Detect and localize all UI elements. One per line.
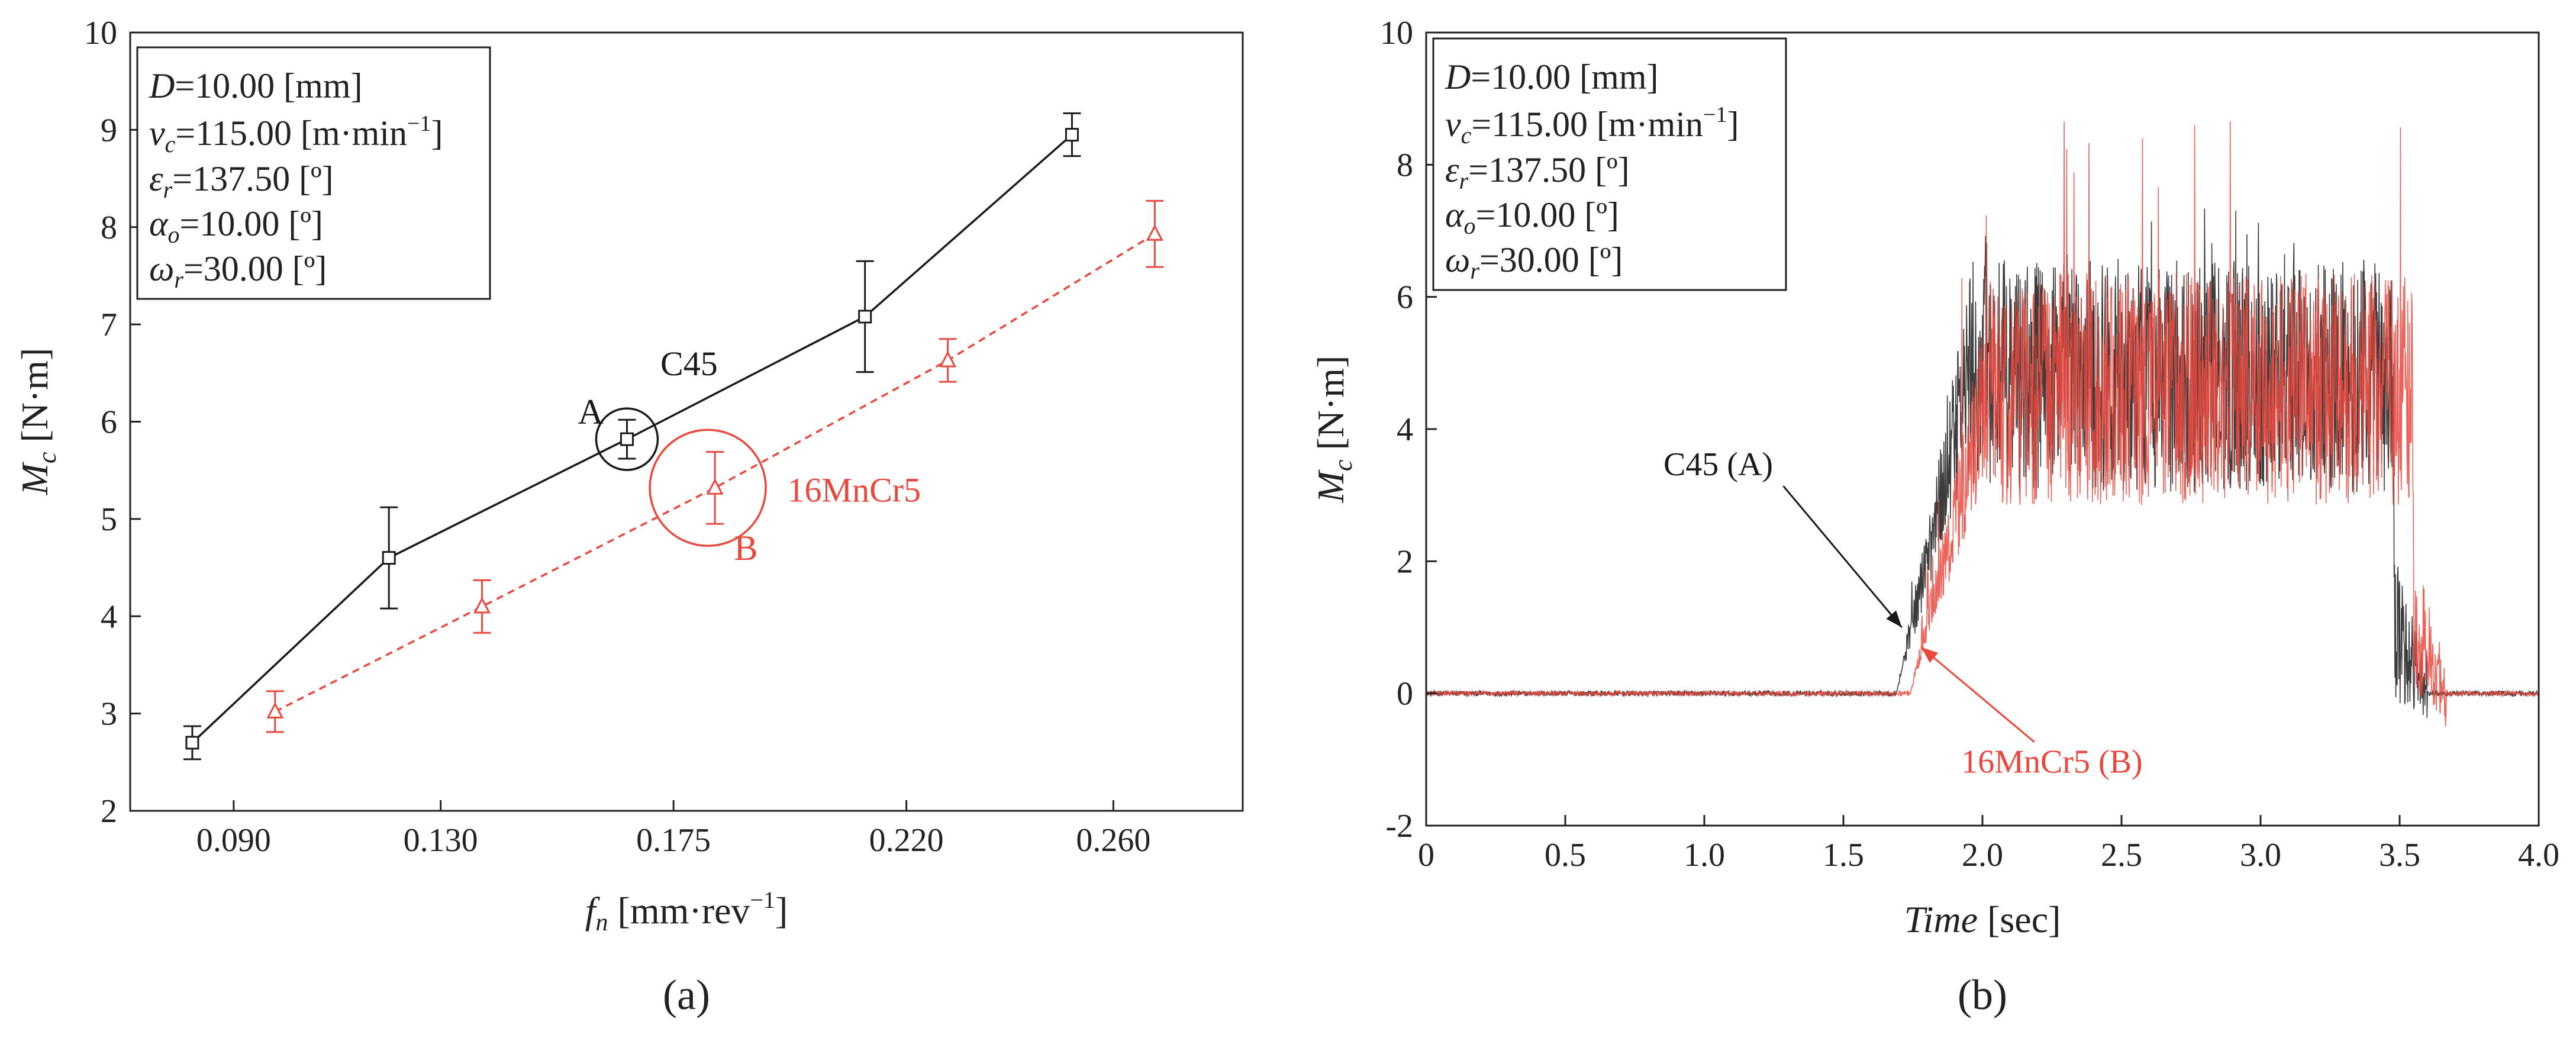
annotation-b: B <box>734 529 758 568</box>
y-tick-a-label: 5 <box>101 501 117 538</box>
x-tick-a-label: 0.130 <box>404 822 478 859</box>
data-point-16mncr5 <box>1146 224 1163 241</box>
chart-a-info-lines: D=10.00 [mm] vc=115.00 [m·min−1] εr=137.… <box>149 66 443 293</box>
chart-a-ylabel: Mc [N·m] <box>14 348 62 496</box>
info-b-line-4: ωr=30.00 [º] <box>1445 240 1623 284</box>
y-tick-a-label: 4 <box>101 598 117 635</box>
y-tick-b-label: 6 <box>1397 279 1413 316</box>
y-tick-a-label: 2 <box>101 793 117 830</box>
chart-a-marks <box>183 112 1164 761</box>
data-point-c45 <box>858 310 872 324</box>
data-point-c45 <box>620 432 634 446</box>
highlight-circle-a <box>595 407 659 471</box>
y-tick-b-label: 0 <box>1397 676 1413 713</box>
x-tick-b-label: 1.0 <box>1684 837 1725 874</box>
info-b-line-0: D=10.00 [mm] <box>1445 57 1658 96</box>
data-point-c45 <box>382 551 396 565</box>
highlight-circle-b <box>649 428 767 547</box>
y-tick-a-label: 7 <box>101 307 117 343</box>
x-tick-b-label: 4.0 <box>2518 837 2559 874</box>
y-tick-a-label: 8 <box>101 210 117 246</box>
x-tick-a-label: 0.090 <box>196 822 271 859</box>
chart-b-marks <box>1426 121 2539 743</box>
chart-a-info-box <box>136 46 491 300</box>
x-tick-b-label: 3.5 <box>2379 837 2420 874</box>
data-point-16mncr5 <box>473 597 491 614</box>
x-tick-b-label: 1.5 <box>1823 837 1864 874</box>
series-16mncr5-line <box>275 233 1156 713</box>
annotation-arrow-line <box>1920 646 2035 743</box>
chart-b-info-lines: D=10.00 [mm] vc=115.00 [m·min−1] εr=137.… <box>1445 57 1739 284</box>
chart-a-xlabel: fn [mm·rev−1] <box>585 887 788 936</box>
x-tick-b-label: 0 <box>1418 837 1434 874</box>
data-point-c45 <box>185 736 199 750</box>
chart-a-annotations: A C45 16MnCr5 B <box>578 344 921 568</box>
x-tick-a-label: 0.175 <box>636 822 711 859</box>
annotation-16mncr5-b: 16MnCr5 (B) <box>1961 744 2142 781</box>
x-tick-b-label: 0.5 <box>1545 837 1586 874</box>
chart-a: 0.090 0.130 0.175 0.220 0.260 2 3 4 5 6 7 8 9 10 D=10… <box>14 15 1244 1019</box>
chart-b-ylabel: Mc [N·m] <box>1310 356 1358 504</box>
info-a-line-1: vc=115.00 [m·min−1] <box>149 111 443 157</box>
y-tick-b-label: 10 <box>1380 15 1413 51</box>
annotation-c45: C45 <box>660 344 718 383</box>
y-tick-a-label: 10 <box>84 15 117 51</box>
annotation-c45-a: C45 (A) <box>1663 446 1773 483</box>
panel-label-b: (b) <box>1958 971 2007 1019</box>
data-point-16mncr5 <box>706 478 724 495</box>
y-tick-b-label: 8 <box>1397 147 1413 183</box>
y-tick-a-label: 3 <box>101 696 117 733</box>
x-tick-b-label: 2.0 <box>1962 837 2003 874</box>
info-a-line-2: εr=137.50 [º] <box>149 159 334 203</box>
data-point-16mncr5 <box>266 702 284 718</box>
chart-b-xlabel: Time [sec] <box>1904 898 2061 940</box>
info-a-line-4: ωr=30.00 [º] <box>149 249 327 293</box>
annotation-a: A <box>578 392 604 431</box>
y-tick-b-label: 4 <box>1397 411 1413 448</box>
series-16mncr5-b-signal <box>1426 121 2539 727</box>
annotation-arrow-head <box>1921 647 1939 663</box>
y-tick-a-label: 9 <box>101 112 117 149</box>
x-tick-a-label: 0.220 <box>869 822 944 859</box>
info-b-line-1: vc=115.00 [m·min−1] <box>1445 102 1739 149</box>
chart-b-info-box <box>1432 37 1787 291</box>
chart-a-ticks: 0.090 0.130 0.175 0.220 0.260 2 3 4 5 6 7 8 9 10 <box>84 15 1150 859</box>
panel-label-a: (a) <box>663 971 710 1019</box>
annotation-16mncr5: 16MnCr5 <box>788 471 921 510</box>
data-point-c45 <box>1065 128 1079 142</box>
chart-b-annotations: C45 (A) 16MnCr5 (B) <box>1663 446 2143 780</box>
y-tick-b-label: 2 <box>1397 543 1413 580</box>
info-a-line-3: αo=10.00 [º] <box>149 204 323 248</box>
x-tick-b-label: 3.0 <box>2240 837 2281 874</box>
info-b-line-2: εr=137.50 [º] <box>1445 150 1630 194</box>
info-a-line-0: D=10.00 [mm] <box>149 66 362 105</box>
info-b-line-3: αo=10.00 [º] <box>1445 195 1619 239</box>
y-tick-b-label: -2 <box>1385 808 1413 845</box>
x-tick-b-label: 2.5 <box>2101 837 2142 874</box>
y-tick-a-label: 6 <box>101 404 117 441</box>
annotation-arrow-head <box>1886 610 1902 627</box>
annotation-arrow-line <box>1782 485 1903 628</box>
data-point-16mncr5 <box>939 350 957 368</box>
x-tick-a-label: 0.260 <box>1076 822 1150 859</box>
